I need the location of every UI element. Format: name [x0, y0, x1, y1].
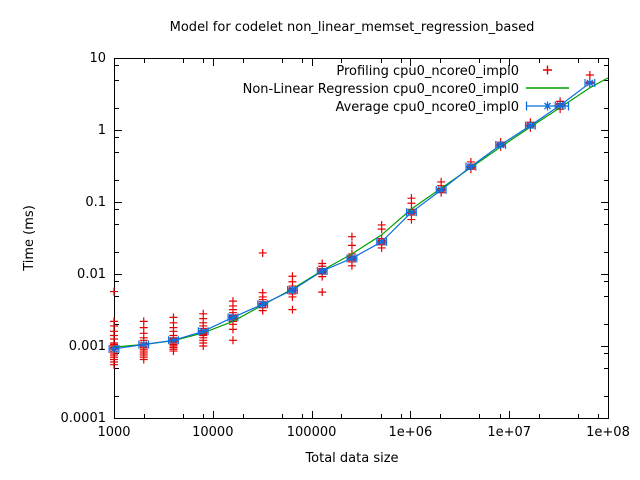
legend-label-regression: Non-Linear Regression cpu0_ncore0_impl0: [243, 82, 519, 97]
profiling-cluster: [318, 259, 327, 297]
y-tick-label: 0.01: [77, 267, 106, 282]
average-line: [113, 82, 591, 350]
y-tick-label: 1: [98, 123, 106, 138]
y-tick-label: 10: [89, 51, 106, 66]
profiling-cluster: [169, 313, 178, 356]
x-tick-label: 1e+07: [487, 425, 531, 440]
axes: 1000 10000 100000 1e+06 1e+07 1e+08 10 1 0.1 0.01…: [61, 51, 630, 440]
y-tick-label: 0.1: [85, 195, 106, 210]
profiling-points-series: [110, 71, 594, 369]
regression-line-series: [113, 77, 609, 348]
legend: Profiling cpu0_ncore0_impl0 Non-Linear R…: [243, 64, 570, 115]
x-tick-label: 1e+08: [586, 425, 630, 440]
axis-ticks: [114, 58, 609, 419]
profiling-cluster: [347, 232, 356, 270]
y-tick-label: 0.0001: [61, 411, 107, 426]
x-tick-label: 1000: [97, 425, 130, 440]
legend-label-average: Average cpu0_ncore0_impl0: [335, 100, 519, 115]
y-axis-label: Time (ms): [22, 205, 37, 272]
legend-label-profiling: Profiling cpu0_ncore0_impl0: [336, 64, 519, 79]
x-tick-label: 1e+06: [389, 425, 433, 440]
plot-frame: [114, 58, 609, 419]
x-tick-label: 100000: [287, 425, 337, 440]
chart-title: Model for codelet non_linear_memset_regr…: [170, 20, 535, 35]
profiling-cluster: [139, 317, 148, 364]
x-axis-label: Total data size: [304, 451, 398, 466]
plus-marker-icon: [543, 65, 552, 75]
y-tick-label: 0.001: [69, 339, 106, 354]
x-tick-label: 10000: [192, 425, 233, 440]
regression-line: [113, 77, 609, 348]
average-series: [108, 78, 596, 353]
average-markers: [108, 78, 596, 353]
errorbar-asterisk-sample-icon: [525, 101, 570, 111]
